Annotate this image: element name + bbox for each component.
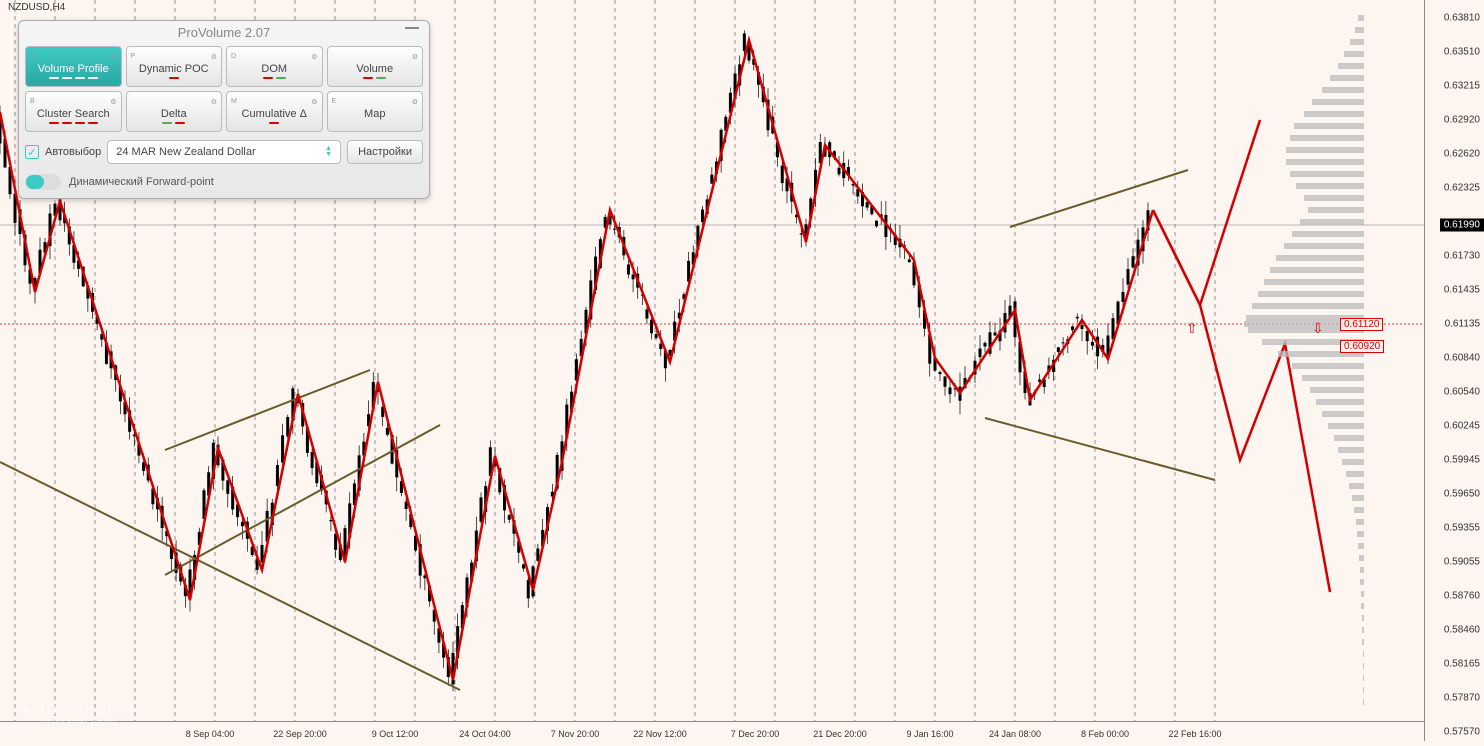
auto-label: Автовыбор bbox=[45, 146, 101, 158]
price-annotation: 0.60920 bbox=[1340, 340, 1384, 353]
forward-toggle[interactable] bbox=[25, 174, 61, 190]
price-tick: 0.57570 bbox=[1444, 727, 1480, 738]
price-tick: 0.61435 bbox=[1444, 285, 1480, 296]
panel-button-cumulative-[interactable]: M⚙Cumulative Δ bbox=[226, 91, 323, 132]
panel-title[interactable]: ProVolume 2.07 bbox=[19, 21, 429, 44]
forward-label: Динамический Forward-point bbox=[69, 176, 214, 188]
time-tick: 7 Dec 20:00 bbox=[731, 729, 780, 739]
time-tick: 22 Feb 16:00 bbox=[1168, 729, 1221, 739]
price-tick: 0.62920 bbox=[1444, 115, 1480, 126]
time-tick: 22 Sep 20:00 bbox=[273, 729, 327, 739]
time-tick: 22 Nov 12:00 bbox=[633, 729, 687, 739]
panel-button-cluster-search[interactable]: B⚙Cluster Search bbox=[25, 91, 122, 132]
time-tick: 21 Dec 20:00 bbox=[813, 729, 867, 739]
price-tick: 0.59355 bbox=[1444, 523, 1480, 534]
watermark-main: InstaForex bbox=[40, 698, 135, 719]
price-tick: 0.60245 bbox=[1444, 421, 1480, 432]
price-tick: 0.58760 bbox=[1444, 591, 1480, 602]
time-tick: 9 Jan 16:00 bbox=[906, 729, 953, 739]
toggle-row: Динамический Forward-point bbox=[19, 170, 429, 198]
panel-button-map[interactable]: E⚙Map bbox=[327, 91, 424, 132]
price-annotation: 0.61120 bbox=[1340, 318, 1383, 331]
panel-row-1: V⚙Volume ProfileP⚙Dynamic POCD⚙DOM⚙Volum… bbox=[19, 44, 429, 89]
provolume-panel[interactable]: ProVolume 2.07 V⚙Volume ProfileP⚙Dynamic… bbox=[18, 20, 430, 199]
price-tick: 0.61135 bbox=[1445, 319, 1480, 330]
panel-button-dynamic-poc[interactable]: P⚙Dynamic POC bbox=[126, 46, 223, 87]
price-tick: 0.59650 bbox=[1444, 489, 1480, 500]
time-tick: 8 Feb 00:00 bbox=[1081, 729, 1129, 739]
panel-row-2: B⚙Cluster Search⚙DeltaM⚙Cumulative ΔE⚙Ma… bbox=[19, 89, 429, 134]
panel-controls: ✓ Автовыбор 24 MAR New Zealand Dollar ▲▼… bbox=[19, 134, 429, 170]
price-tick: 0.62325 bbox=[1444, 183, 1480, 194]
price-tick: 0.58165 bbox=[1444, 659, 1480, 670]
symbol-label: NZDUSD,H4 bbox=[8, 2, 65, 13]
watermark-icon: ✶ bbox=[16, 699, 34, 725]
time-tick: 24 Jan 08:00 bbox=[989, 729, 1041, 739]
time-tick: 7 Nov 20:00 bbox=[551, 729, 600, 739]
panel-button-volume[interactable]: ⚙Volume bbox=[327, 46, 424, 87]
time-tick: 9 Oct 12:00 bbox=[372, 729, 419, 739]
panel-title-text: ProVolume 2.07 bbox=[178, 25, 271, 40]
arrow-up-icon: ⇧ bbox=[1186, 320, 1198, 337]
price-tick: 0.61730 bbox=[1444, 251, 1480, 262]
price-tick: 0.63215 bbox=[1444, 81, 1480, 92]
price-tick: 0.58460 bbox=[1444, 625, 1480, 636]
contract-arrows-icon[interactable]: ▲▼ bbox=[325, 146, 332, 158]
contract-text: 24 MAR New Zealand Dollar bbox=[116, 146, 255, 158]
contract-select[interactable]: 24 MAR New Zealand Dollar ▲▼ bbox=[107, 140, 341, 164]
settings-button[interactable]: Настройки bbox=[347, 140, 423, 164]
price-tick: 0.57870 bbox=[1444, 693, 1480, 704]
price-tick: 0.59945 bbox=[1444, 455, 1480, 466]
panel-button-volume-profile[interactable]: V⚙Volume Profile bbox=[25, 46, 122, 87]
arrow-down-icon: ⇩ bbox=[1312, 320, 1324, 337]
time-axis: 8 Sep 04:00 22 Sep 20:00 9 Oct 12:00 24 Oct… bbox=[0, 721, 1424, 741]
watermark: ✶ InstaForex Instant Forex Trading bbox=[16, 698, 135, 726]
panel-button-delta[interactable]: ⚙Delta bbox=[126, 91, 223, 132]
price-tick: 0.62620 bbox=[1444, 149, 1480, 160]
time-tick: 8 Sep 04:00 bbox=[186, 729, 235, 739]
panel-button-dom[interactable]: D⚙DOM bbox=[226, 46, 323, 87]
time-tick: 24 Oct 04:00 bbox=[459, 729, 511, 739]
price-tick: 0.60540 bbox=[1444, 387, 1480, 398]
auto-checkbox[interactable]: ✓ bbox=[25, 145, 39, 159]
price-tick: 0.63510 bbox=[1444, 47, 1480, 58]
price-tick: 0.60840 bbox=[1444, 353, 1480, 364]
price-tick: 0.59055 bbox=[1444, 557, 1480, 568]
current-price-label: 0.61990 bbox=[1440, 219, 1484, 232]
watermark-sub: Instant Forex Trading bbox=[40, 719, 135, 726]
price-tick: 0.63810 bbox=[1444, 13, 1480, 24]
minimize-icon[interactable] bbox=[405, 27, 419, 29]
price-axis: 0.63810 0.63510 0.63215 0.62920 0.62620 0.623… bbox=[1424, 0, 1484, 741]
